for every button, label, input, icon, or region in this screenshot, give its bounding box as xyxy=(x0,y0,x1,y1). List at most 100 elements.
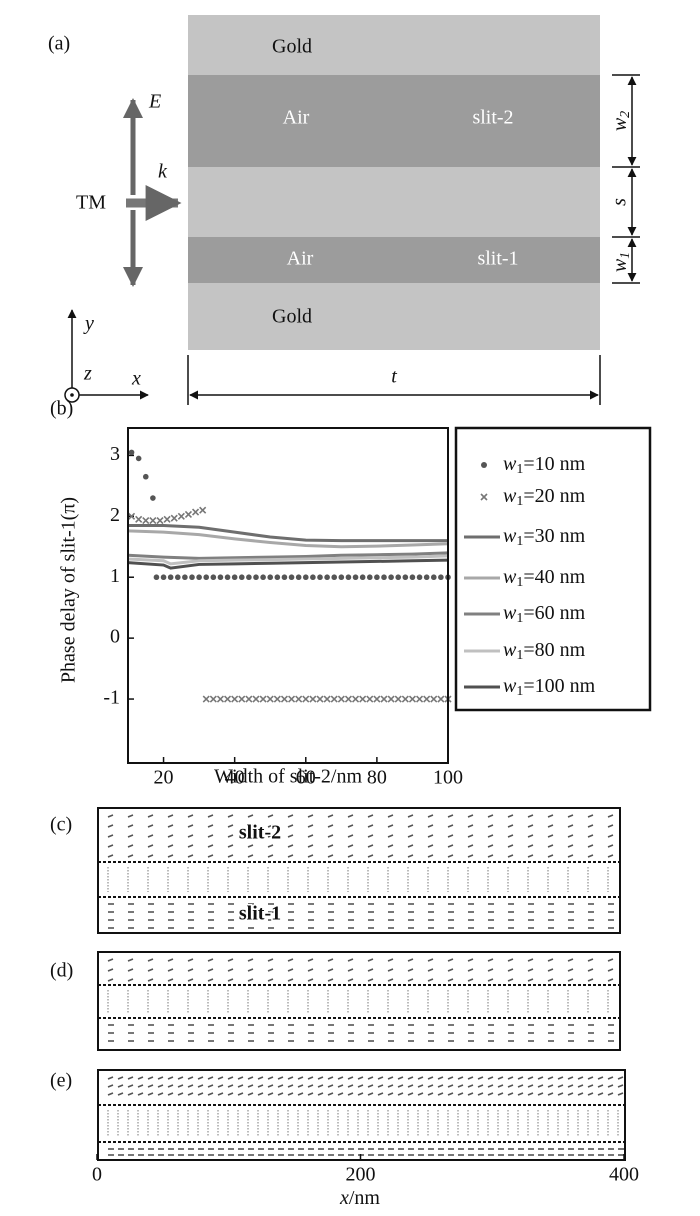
field-arrow xyxy=(587,958,594,962)
field-arrow xyxy=(387,854,394,858)
field-arrow xyxy=(487,854,494,858)
field-arrow xyxy=(487,814,494,818)
point xyxy=(373,695,381,703)
field-arrow xyxy=(447,814,454,818)
field-arrow xyxy=(167,968,174,972)
point xyxy=(245,695,253,703)
field-arrow xyxy=(387,968,394,972)
point xyxy=(316,695,324,703)
field-arrow xyxy=(267,814,274,818)
field-arrow xyxy=(117,1092,124,1096)
field-arrow xyxy=(607,1076,614,1080)
field-frame xyxy=(97,951,621,1051)
label: E xyxy=(148,91,161,113)
field-arrow xyxy=(567,844,574,848)
field-arrow xyxy=(587,834,594,838)
field-arrow xyxy=(227,978,234,982)
field-arrow xyxy=(327,834,334,838)
field-arrow xyxy=(127,968,134,972)
field-arrow xyxy=(137,1084,144,1088)
field-arrow xyxy=(467,968,474,972)
point xyxy=(252,695,260,703)
field-arrow xyxy=(507,814,514,818)
field-arrow xyxy=(247,854,254,858)
field-arrow xyxy=(267,958,274,962)
field-arrow xyxy=(607,834,614,838)
field-arrow xyxy=(247,968,254,972)
x-tick-label: 200 xyxy=(346,1164,376,1186)
field-arrow xyxy=(227,1084,234,1088)
dimension-lines xyxy=(64,74,640,405)
field-arrow xyxy=(307,1076,314,1080)
field-arrow xyxy=(217,1076,224,1080)
point xyxy=(127,512,136,520)
label: s xyxy=(609,198,631,206)
field-arrow xyxy=(567,834,574,838)
field-arrow xyxy=(587,1084,594,1088)
x-tick-label: 100 xyxy=(433,767,463,789)
legend-label: 1 xyxy=(516,648,523,663)
field-arrow xyxy=(427,814,434,818)
field-arrow xyxy=(357,1084,364,1088)
field-arrow xyxy=(177,1084,184,1088)
field-arrow xyxy=(347,1092,354,1096)
field-arrow xyxy=(497,1076,504,1080)
point xyxy=(163,515,171,523)
field-arrow xyxy=(547,1084,554,1088)
field-arrow xyxy=(307,978,314,982)
x-tick-label: 400 xyxy=(609,1164,639,1186)
field-arrow xyxy=(547,978,554,982)
field-arrow xyxy=(267,978,274,982)
field-arrow xyxy=(237,1076,244,1080)
field-arrow xyxy=(267,834,274,838)
field-arrow xyxy=(207,1084,214,1088)
field-arrow xyxy=(327,978,334,982)
field-arrow xyxy=(427,824,434,828)
field-arrow xyxy=(357,1076,364,1080)
field-arrow xyxy=(507,1092,514,1096)
field-arrow xyxy=(507,978,514,982)
y-axis-label: Phase delay of slit-1(π) xyxy=(58,497,80,683)
legend-label: w xyxy=(503,675,517,697)
field-arrow xyxy=(567,978,574,982)
field-frame xyxy=(97,807,621,934)
field-arrow xyxy=(457,1092,464,1096)
point xyxy=(287,695,296,703)
field-arrow xyxy=(377,1092,384,1096)
field-arrow xyxy=(267,824,274,828)
field-arrow xyxy=(517,1092,524,1096)
legend-label: w xyxy=(503,453,517,475)
field-arrow xyxy=(407,854,414,858)
label: TM xyxy=(76,192,106,214)
field-arrow xyxy=(557,1084,564,1088)
field-arrow xyxy=(387,1076,394,1080)
field-arrow xyxy=(337,1084,344,1088)
field-arrow xyxy=(597,1092,604,1096)
point xyxy=(209,695,217,703)
field-arrow xyxy=(367,824,374,828)
legend-label: 1 xyxy=(516,611,523,626)
point xyxy=(416,574,423,581)
field-arrow xyxy=(567,814,574,818)
field-arrow xyxy=(347,978,354,982)
field-arrow xyxy=(107,834,114,838)
point xyxy=(203,574,210,581)
field-arrow xyxy=(107,978,114,982)
label: x xyxy=(131,368,141,390)
legend-label: 1 xyxy=(516,462,523,477)
field-arrow xyxy=(367,958,374,962)
field-arrow xyxy=(187,1092,194,1096)
field-arrow xyxy=(247,978,254,982)
field-arrow xyxy=(547,854,554,858)
field-arrow xyxy=(267,844,274,848)
field-arrow xyxy=(317,1084,324,1088)
field-arrow xyxy=(547,968,554,972)
legend-label: =30 nm xyxy=(523,525,585,547)
legend-swatch xyxy=(481,462,487,468)
point xyxy=(177,512,185,520)
field-arrow xyxy=(397,1084,404,1088)
field-arrow xyxy=(477,1084,484,1088)
field-arrow xyxy=(197,1076,204,1080)
field-arrow xyxy=(277,1076,284,1080)
field-arrow xyxy=(607,958,614,962)
